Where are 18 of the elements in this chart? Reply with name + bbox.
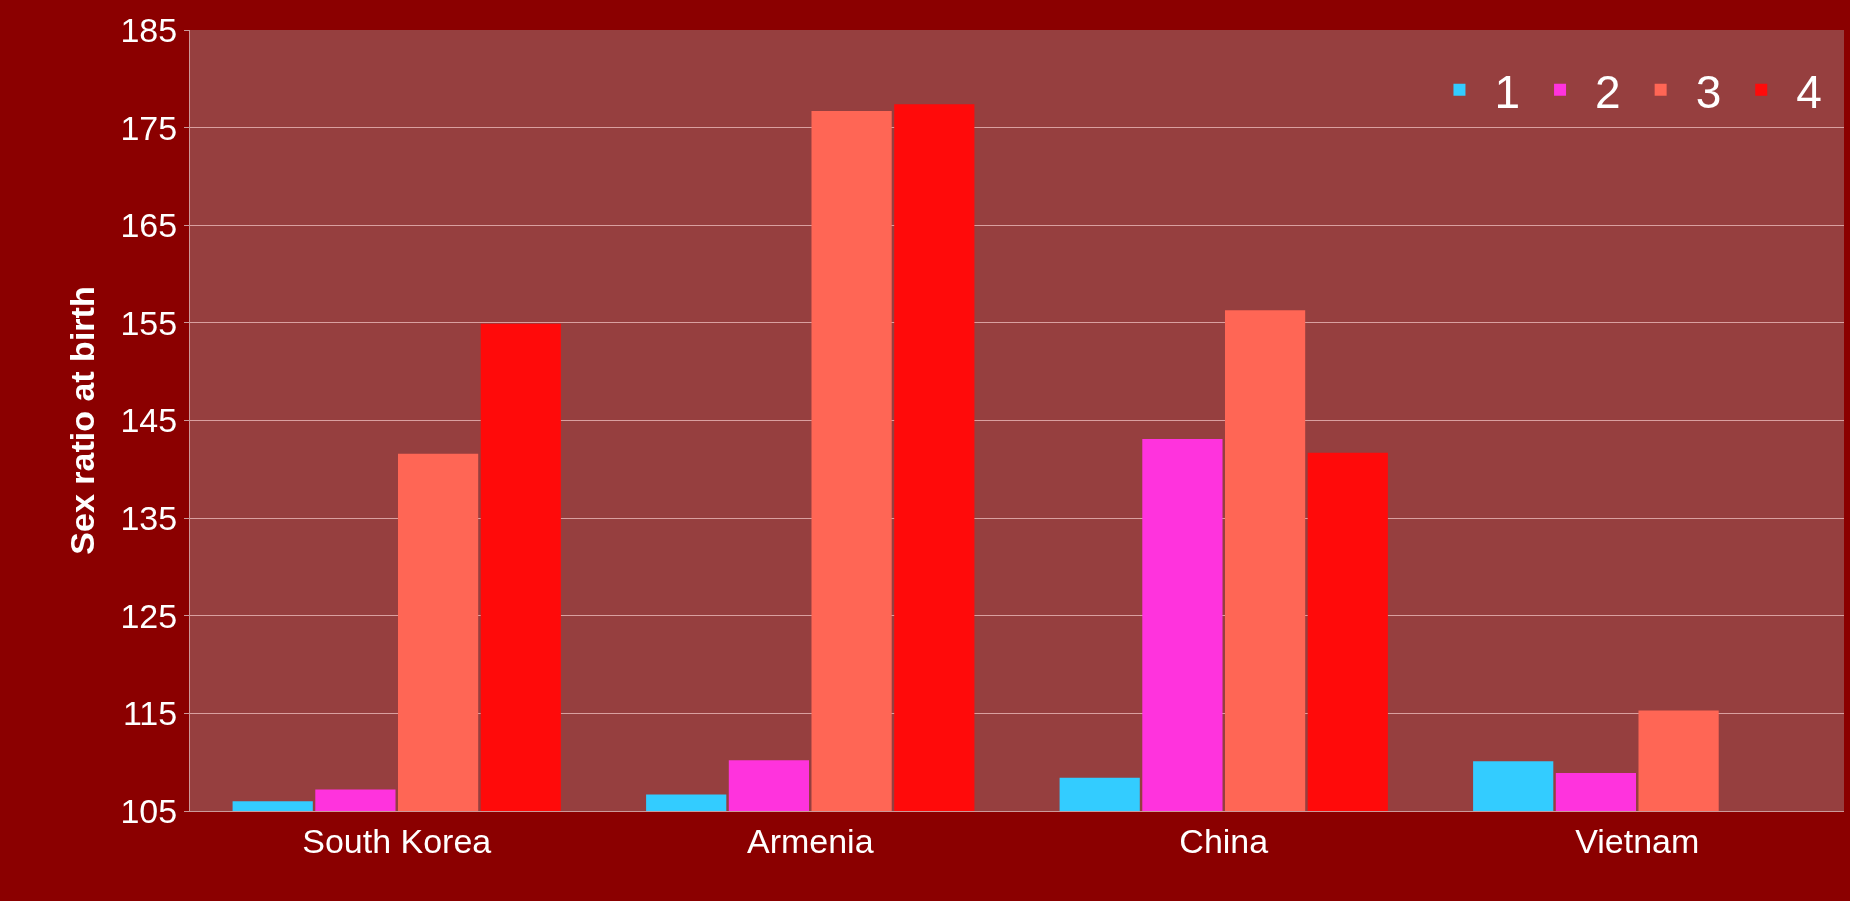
legend-label: 3 <box>1695 65 1722 118</box>
legend-label: 1 <box>1494 65 1521 118</box>
y-tick-label: 165 <box>120 206 178 245</box>
y-tick-label: 115 <box>122 694 178 733</box>
x-tick-label: Armenia <box>746 821 874 860</box>
legend-label: 2 <box>1595 65 1621 118</box>
y-tick-label: 105 <box>120 791 178 830</box>
y-tick-label: 185 <box>120 10 178 49</box>
y-tick-label: 135 <box>120 499 178 538</box>
y-tick-label: 155 <box>120 303 178 342</box>
legend-label: 4 <box>1796 65 1822 118</box>
y-tick-label: 125 <box>120 596 178 635</box>
x-tick-label: Vietnam <box>1575 821 1700 860</box>
y-tick-label: 145 <box>120 401 178 440</box>
y-axis-title: Sex ratio at birth <box>63 286 102 555</box>
x-tick-label: China <box>1179 821 1269 860</box>
y-tick-label: 175 <box>120 108 178 147</box>
x-tick-label: South Korea <box>302 821 492 860</box>
